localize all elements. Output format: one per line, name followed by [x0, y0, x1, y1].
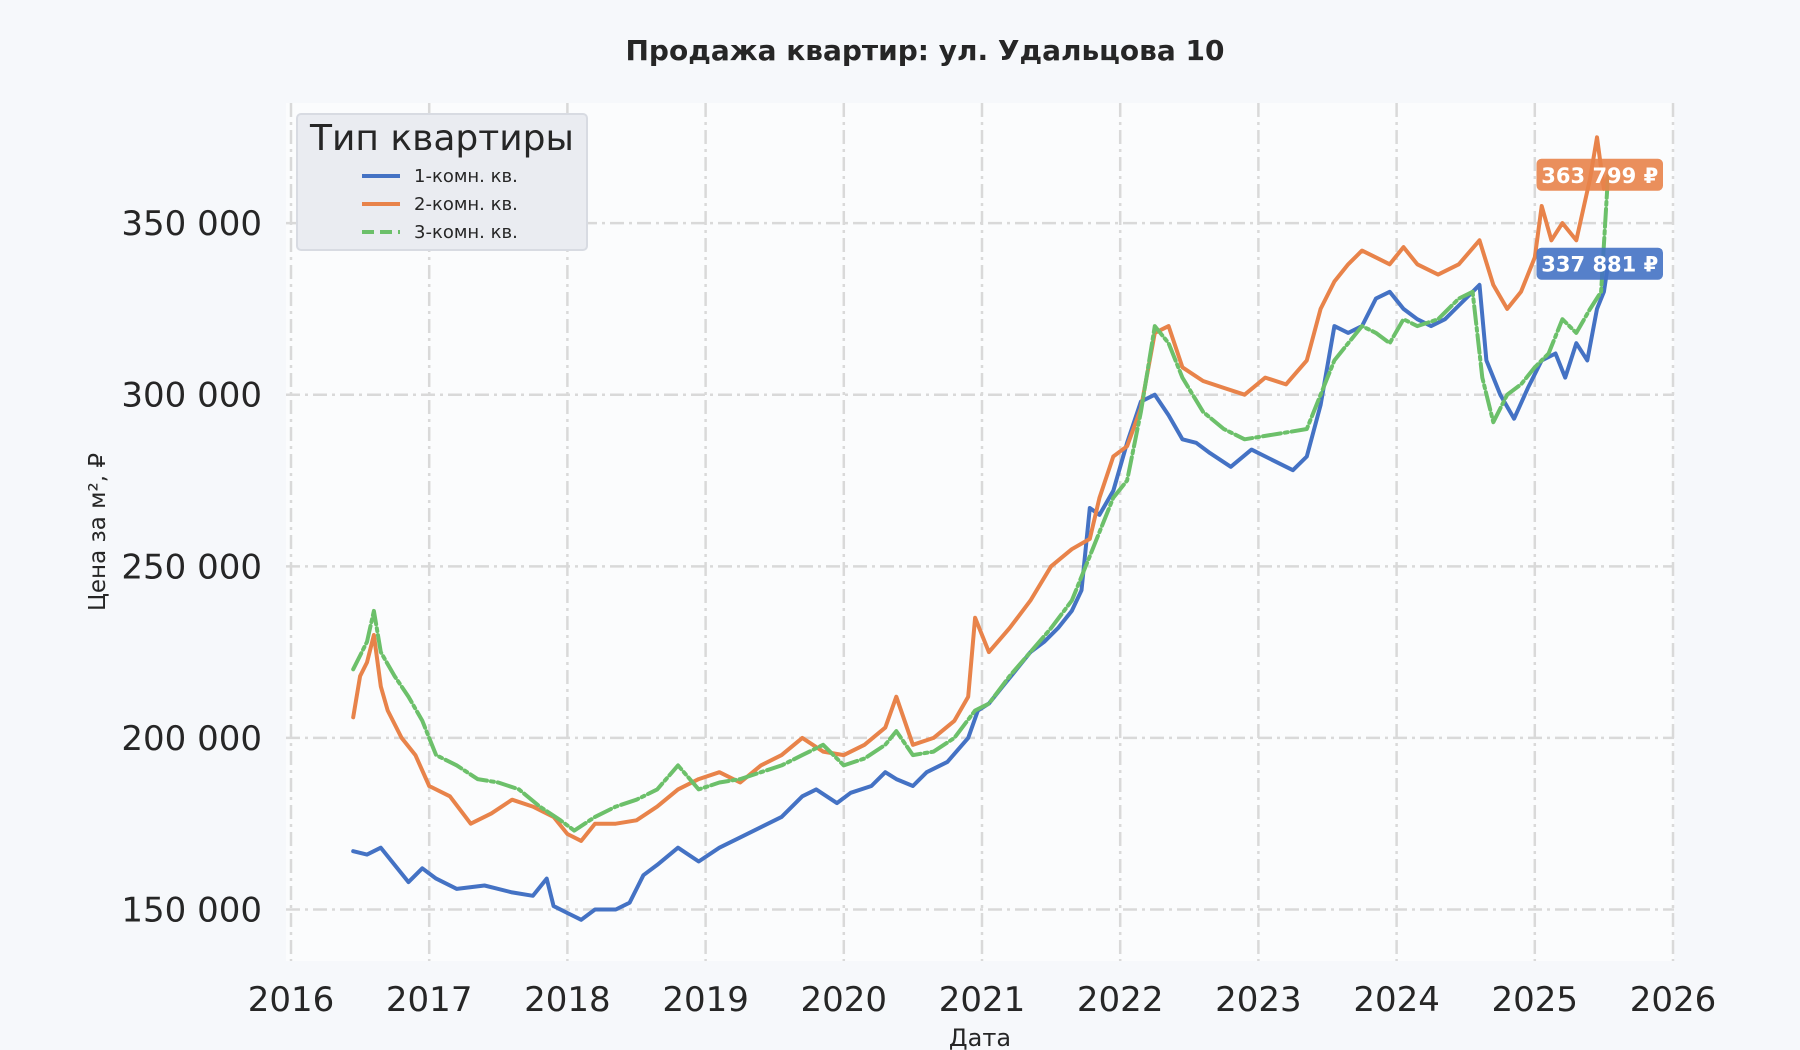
chart-title: Продажа квартир: ул. Удальцова 10	[626, 34, 1225, 67]
legend-entry: 1-комн. кв.	[414, 166, 518, 187]
legend: Тип квартиры 1-комн. кв. 2-комн. кв. 3-ком…	[296, 113, 588, 251]
y-tick-label: 300 000	[121, 376, 262, 416]
series-line	[351, 135, 1610, 843]
y-axis: 150 000 200 000 250 000 300 000 350 000	[121, 204, 262, 930]
end-value-badge	[1536, 247, 1663, 280]
end-value-badge	[1536, 158, 1663, 191]
legend-entry: 3-комн. кв.	[414, 222, 518, 243]
y-tick-label: 250 000	[121, 547, 262, 587]
legend-items: 1-комн. кв. 2-комн. кв. 3-комн. кв.	[362, 166, 518, 243]
x-tick-label: 2023	[1215, 980, 1302, 1020]
x-tick-label: 2025	[1492, 980, 1579, 1020]
y-tick-label: 150 000	[121, 891, 262, 931]
x-tick-label: 2017	[386, 980, 473, 1020]
y-tick-label: 350 000	[121, 204, 262, 244]
end-value-text: 363 799 ₽	[1541, 164, 1658, 188]
grid-lines	[286, 103, 1675, 961]
end-value-text: 337 881 ₽	[1541, 253, 1658, 277]
legend-box	[296, 113, 588, 251]
series-layer	[351, 135, 1610, 922]
x-tick-label: 2019	[662, 980, 749, 1020]
x-axis-label: Дата	[949, 1024, 1011, 1050]
x-tick-label: 2022	[1077, 980, 1164, 1020]
x-tick-label: 2021	[939, 980, 1026, 1020]
y-tick-label: 200 000	[121, 719, 262, 759]
y-axis-label: Цена за м², ₽	[85, 453, 111, 611]
legend-title: Тип квартиры	[309, 118, 574, 159]
end-value-label: 337 881 ₽	[1536, 247, 1663, 280]
x-tick-label: 2016	[248, 980, 335, 1020]
x-tick-label: 2018	[524, 980, 611, 1020]
end-labels: 363 799 ₽ 337 881 ₽	[1536, 158, 1663, 280]
x-tick-label: 2024	[1353, 980, 1440, 1020]
series-line	[351, 262, 1610, 922]
x-tick-label: 2026	[1630, 980, 1717, 1020]
series-line	[351, 173, 1610, 833]
end-value-label: 363 799 ₽	[1536, 158, 1663, 191]
x-tick-label: 2020	[801, 980, 888, 1020]
legend-entry: 2-комн. кв.	[414, 194, 518, 215]
x-axis: 2016 2017 2018 2019 2020 2021 2022 2023 2024 2025…	[248, 980, 1717, 1020]
